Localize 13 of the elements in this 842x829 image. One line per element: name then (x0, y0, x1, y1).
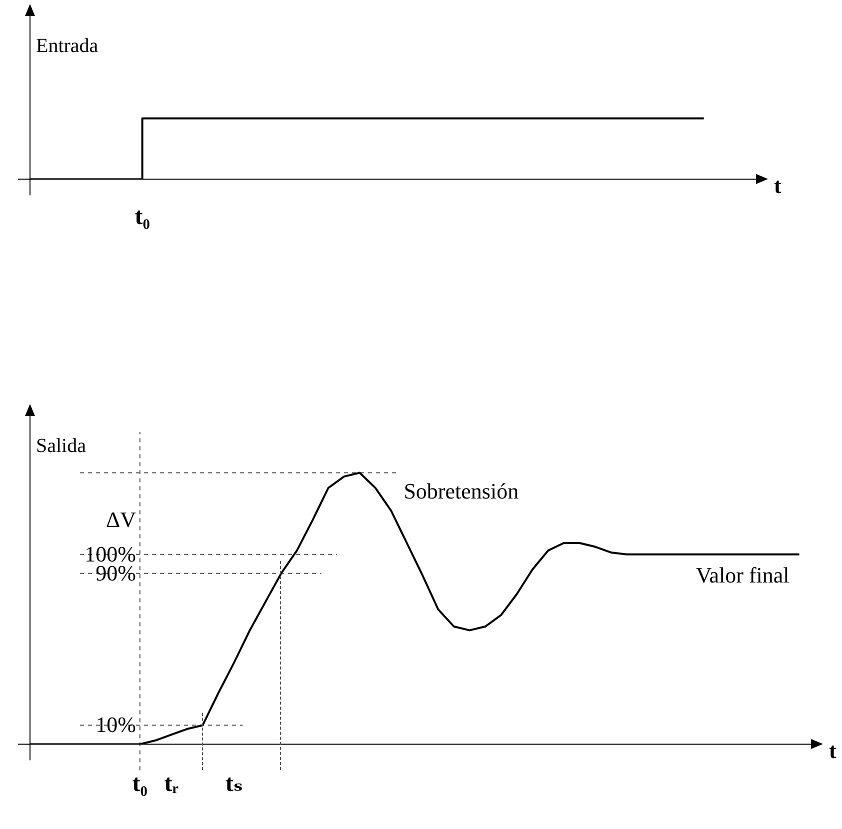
x-tick-label: tₛ (225, 770, 243, 797)
y-tick-label: 100% (84, 541, 136, 566)
y-axis-title: Entrada (36, 35, 98, 57)
x-axis-title: t (829, 738, 837, 763)
x-axis-title: t (774, 172, 782, 198)
text: t₀ (134, 204, 150, 230)
ref-line-label: Sobretensión (404, 478, 519, 504)
annotation: ΔV (106, 507, 136, 532)
y-tick-label: 10% (96, 712, 136, 738)
x-tick-label: tᵣ (164, 770, 178, 797)
y-axis-title: Salida (36, 435, 86, 457)
x-tick-label: t₀ (132, 770, 148, 797)
annotation: Valor final (696, 562, 790, 588)
